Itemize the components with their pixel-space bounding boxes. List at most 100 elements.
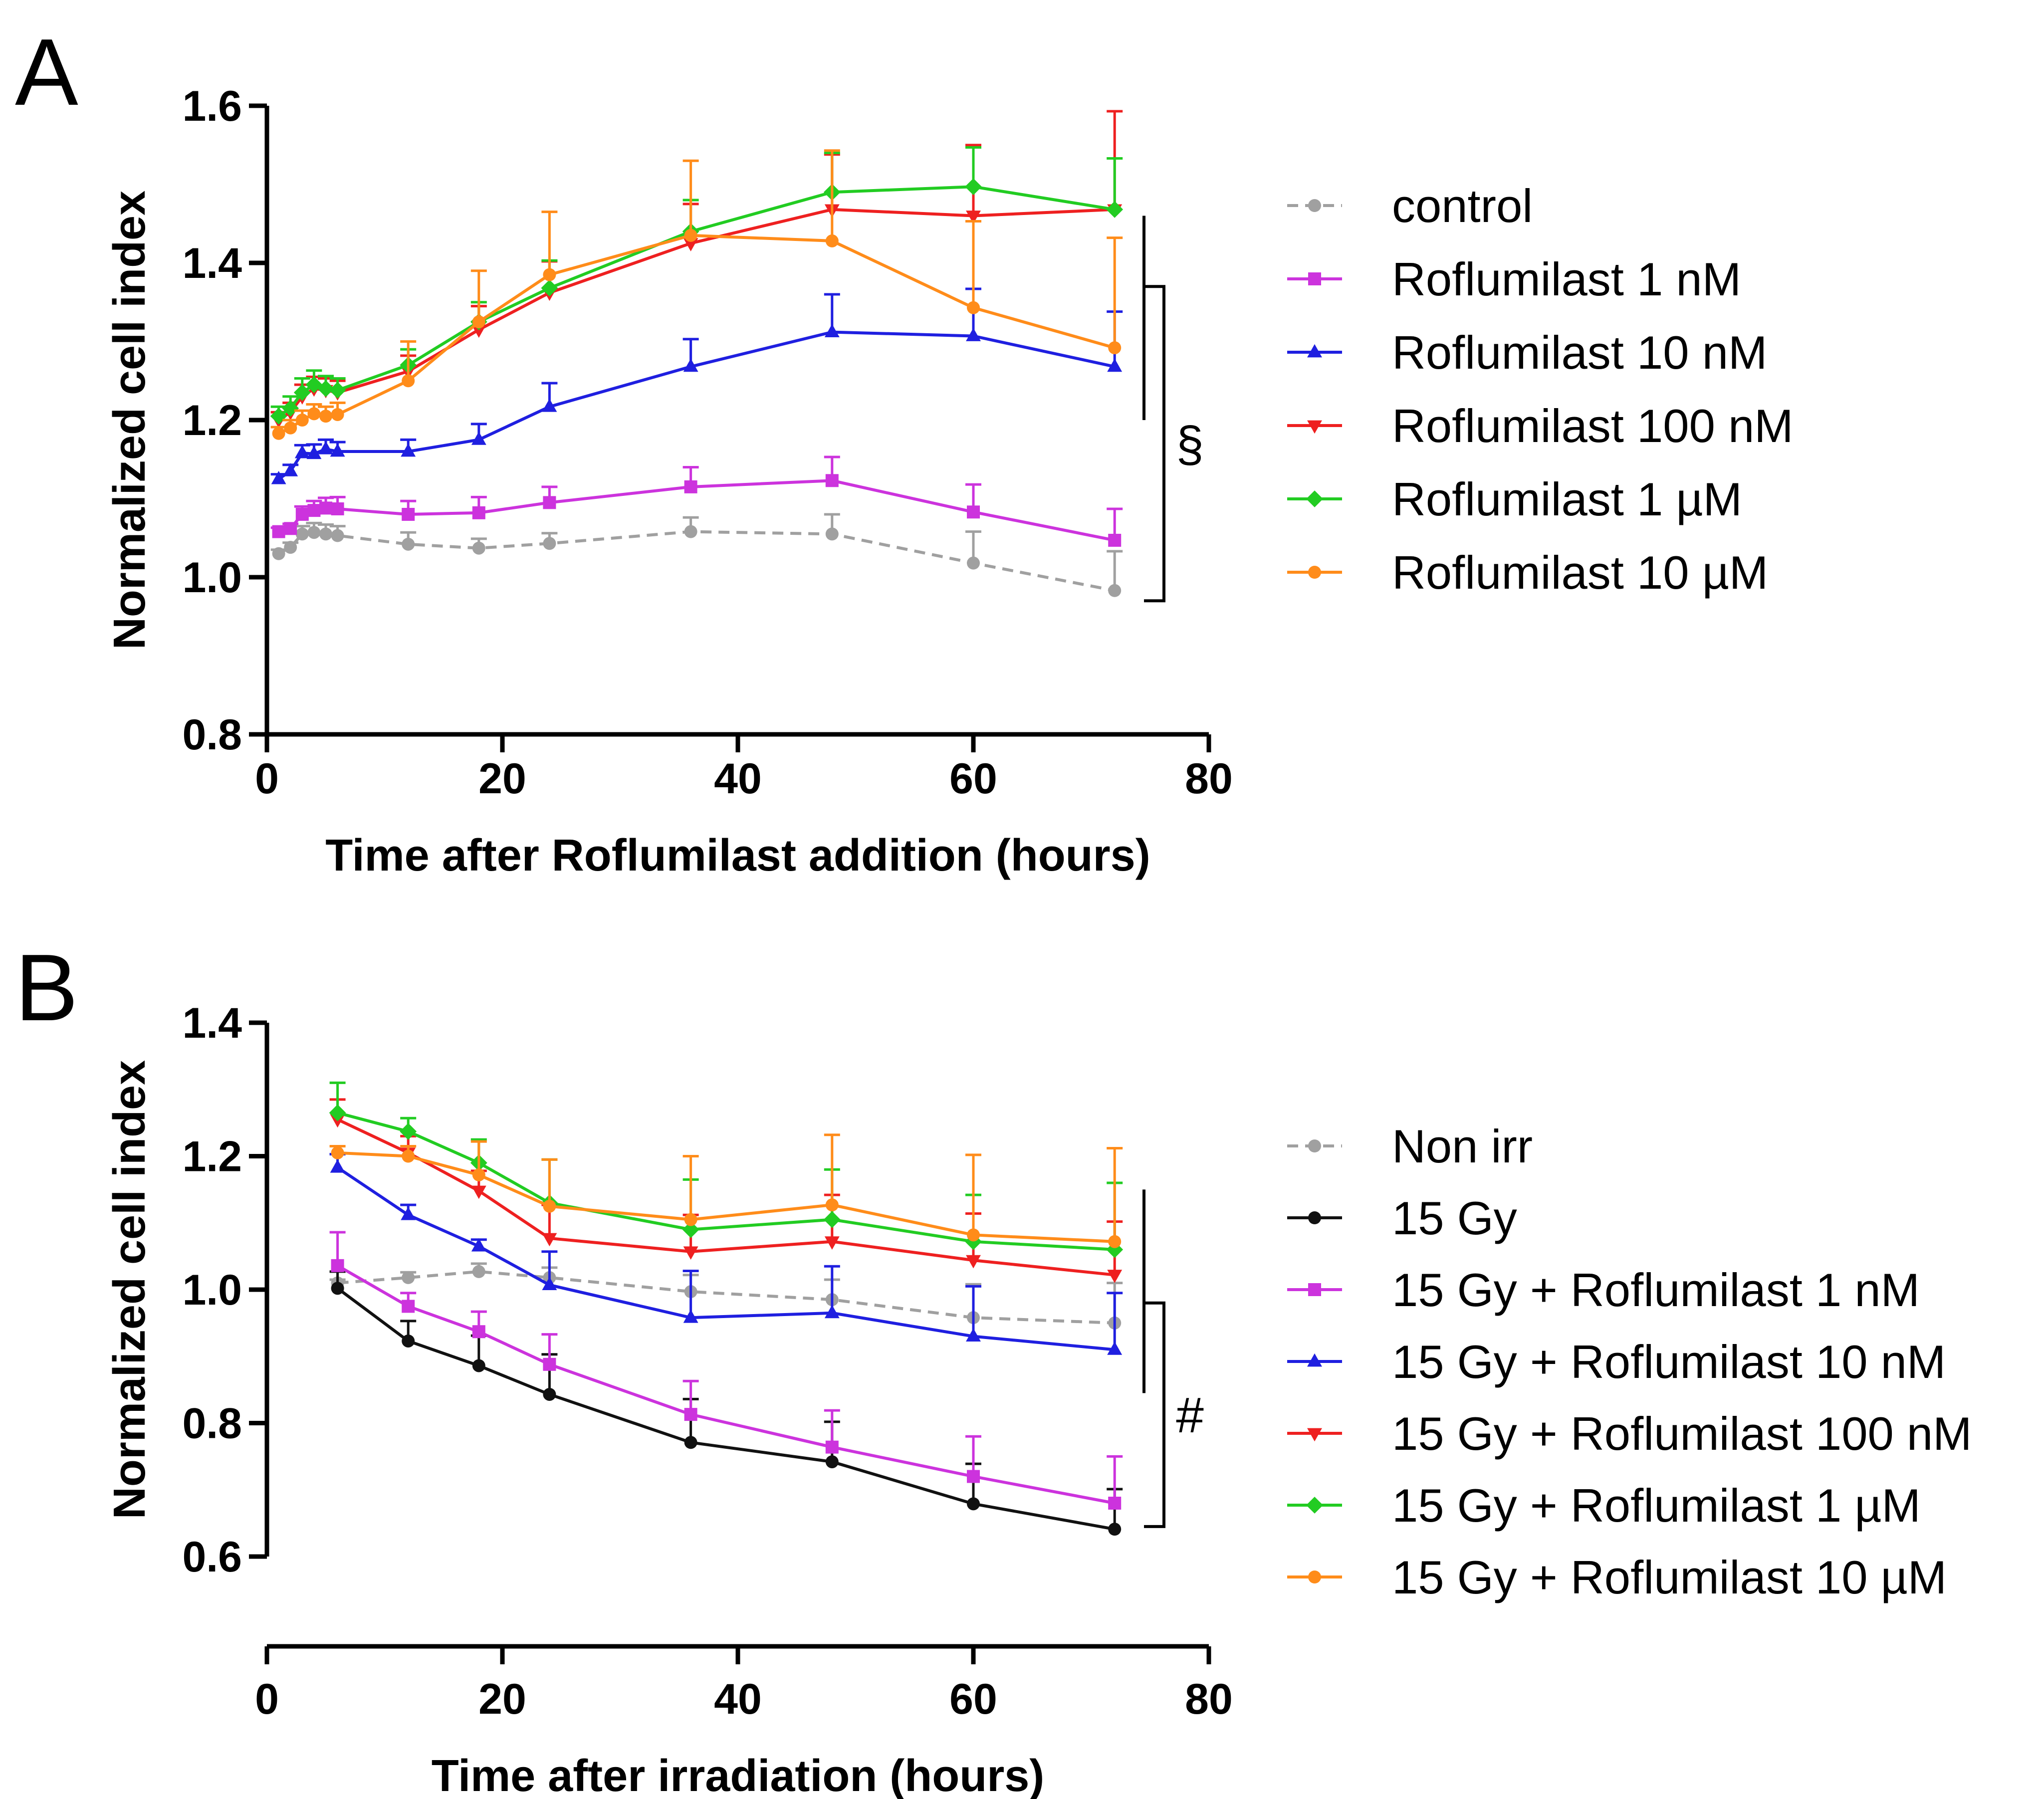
data-point: [402, 508, 415, 521]
series-line: [337, 1264, 1115, 1505]
legend-marker: [1307, 1353, 1322, 1367]
y-tick-label: 1.4: [182, 239, 242, 287]
data-point: [543, 1357, 556, 1371]
y-tick-label: 0.8: [182, 1400, 242, 1448]
data-point: [331, 408, 344, 421]
data-point: [1107, 1270, 1123, 1283]
panel-b: B 0.6 0.8 1.0 1.2 1.4 0 20 40 60 80 Time after irr…: [15, 935, 1972, 1799]
data-point: [684, 228, 697, 242]
data-point: [471, 324, 486, 338]
data-point: [472, 506, 485, 519]
data-point: [271, 470, 286, 484]
data-point: [331, 1259, 344, 1272]
data-point: [683, 238, 698, 251]
significance-bracket: [1144, 285, 1165, 603]
legend-marker: [1307, 344, 1322, 358]
panel-a: A 0.8 1.0 1.2 1.4 1.6 0 20 40 60 80 Time after Rof…: [15, 19, 1794, 881]
legend-marker: [1307, 1428, 1322, 1442]
x-tick-label: 80: [1185, 1675, 1233, 1723]
data-point: [331, 1282, 344, 1295]
data-point: [684, 525, 697, 538]
legend-marker: [1308, 1571, 1321, 1583]
legend-label: Roflumilast 1 nM: [1392, 253, 1741, 305]
legend-marker: [1308, 566, 1321, 579]
data-point: [1108, 584, 1122, 597]
data-point: [293, 384, 311, 401]
data-point: [472, 541, 485, 555]
y-tick-label: 1.4: [182, 999, 242, 1047]
series-6: [270, 149, 1123, 440]
data-point: [283, 463, 298, 476]
data-point: [471, 1238, 486, 1252]
data-point: [272, 547, 285, 560]
data-point: [1108, 533, 1122, 547]
data-point: [272, 427, 285, 440]
series-line: [337, 1111, 1115, 1251]
series-line: [277, 330, 1115, 480]
data-point: [1108, 1497, 1122, 1510]
data-point: [284, 421, 297, 435]
data-point: [966, 1328, 981, 1342]
data-point: [472, 315, 485, 329]
data-point: [825, 1440, 839, 1454]
x-tick-label: 0: [255, 755, 279, 803]
data-point: [1106, 201, 1124, 218]
x-tick-label: 20: [478, 1675, 526, 1723]
data-point: [471, 432, 486, 445]
legend-label: 15 Gy + Roflumilast 1 µM: [1392, 1479, 1921, 1532]
data-point: [682, 1221, 699, 1238]
legend-label: 15 Gy + Roflumilast 1 nM: [1392, 1264, 1920, 1316]
data-point: [967, 1470, 980, 1483]
legend-label: control: [1392, 180, 1533, 232]
y-tick-label: 0.6: [182, 1533, 242, 1581]
y-tick-label: 1.0: [182, 1266, 242, 1314]
legend: control Roflumilast 1 nM Roflumilast 10 nM…: [1287, 180, 1794, 599]
x-tick-label: 60: [949, 1675, 997, 1723]
legend-label: Roflumilast 10 nM: [1392, 326, 1767, 379]
data-point: [272, 525, 285, 538]
data-point: [1107, 1342, 1123, 1355]
x-tick-label: 40: [714, 755, 762, 803]
data-point: [295, 508, 309, 521]
data-point: [402, 1334, 415, 1348]
legend-label: 15 Gy + Roflumilast 100 nM: [1392, 1407, 1972, 1460]
series-line: [337, 1151, 1115, 1243]
data-point: [684, 1408, 697, 1421]
y-axis-title: Normalized cell index: [105, 1060, 155, 1519]
series-line: [337, 1270, 1115, 1325]
legend-label: Non irr: [1392, 1120, 1533, 1172]
data-point: [543, 268, 556, 281]
data-point: [684, 1436, 697, 1449]
panel-a-label: A: [15, 19, 78, 125]
legend-label: Roflumilast 1 µM: [1392, 473, 1742, 525]
legend: Non irr 15 Gy 15 Gy + Roflumilast 1 nM 15 G…: [1287, 1120, 1972, 1603]
data-point: [543, 1387, 556, 1401]
significance-mark: §: [1176, 416, 1204, 472]
legend-marker: [1308, 1283, 1321, 1296]
data-point: [331, 529, 344, 542]
data-point: [402, 537, 415, 551]
series-2: [270, 455, 1123, 547]
data-point: [967, 556, 980, 570]
legend-label: Roflumilast 10 µM: [1392, 546, 1768, 599]
series-3: [329, 1231, 1123, 1510]
data-point: [402, 1300, 415, 1313]
x-tick-label: 80: [1185, 755, 1233, 803]
legend-marker: [1308, 272, 1321, 285]
data-point: [400, 1123, 417, 1140]
data-point: [472, 1265, 485, 1278]
data-point: [824, 1236, 840, 1250]
data-point: [965, 178, 982, 196]
y-tick-label: 0.8: [182, 711, 242, 759]
data-point: [317, 380, 334, 397]
data-point: [401, 443, 416, 457]
data-point: [966, 1255, 981, 1269]
data-point: [319, 501, 332, 515]
data-point: [329, 382, 346, 399]
significance-bracket: [1144, 1301, 1165, 1528]
data-point: [683, 1309, 698, 1323]
y-tick-label: 1.6: [182, 82, 242, 130]
legend-marker: [1307, 420, 1322, 434]
data-point: [307, 504, 321, 517]
